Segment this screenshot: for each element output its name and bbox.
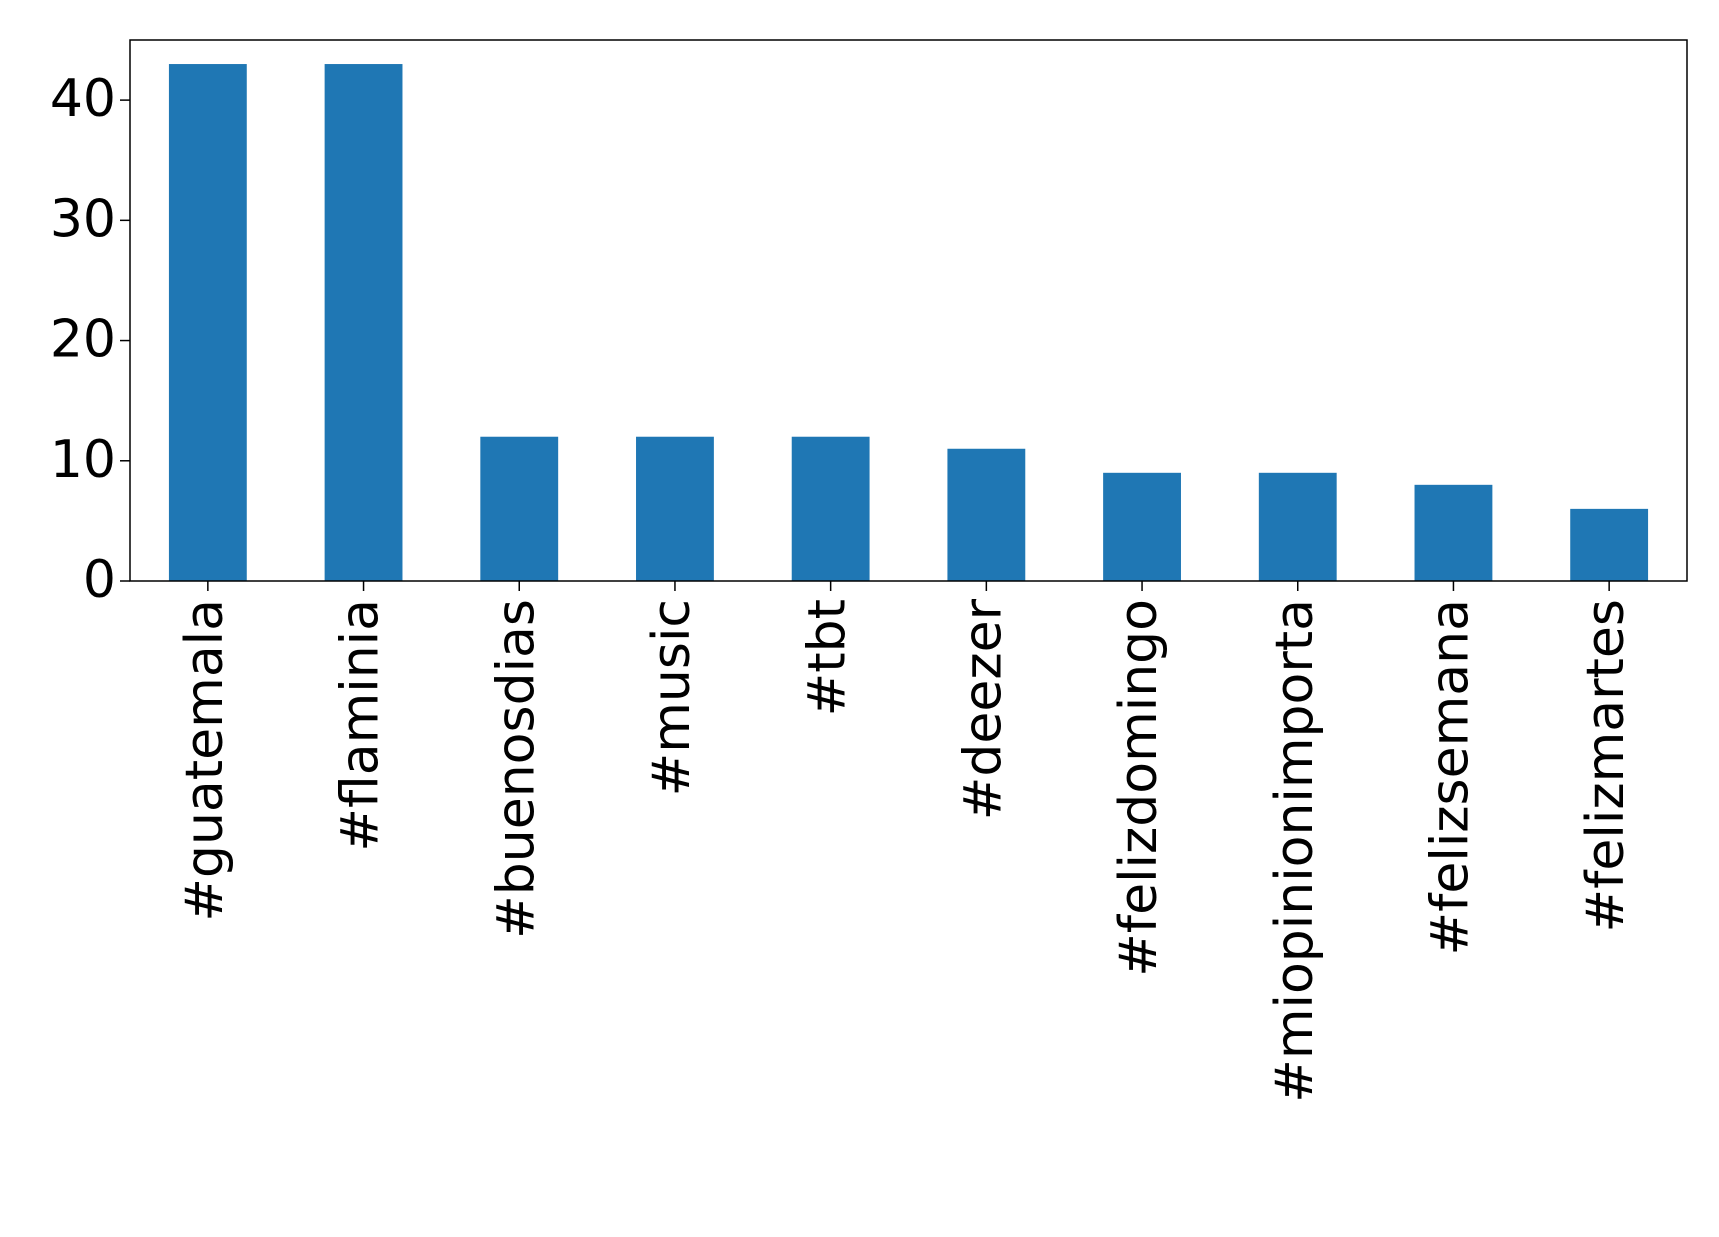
- bar: [480, 436, 559, 581]
- plot-frame: [129, 39, 1688, 582]
- bar: [1103, 472, 1181, 581]
- x-tick-label: #buenosdias: [486, 599, 546, 939]
- bar: [168, 64, 247, 582]
- x-tick-label: #felizsemana: [1420, 599, 1480, 955]
- y-tick-label: 30: [50, 189, 116, 249]
- x-tick-label: #guatemala: [175, 599, 235, 922]
- bar: [636, 436, 714, 581]
- x-tick-label: #flaminia: [331, 599, 391, 852]
- bar: [1570, 508, 1649, 581]
- x-tick-label: #miopinionimporta: [1265, 599, 1325, 1103]
- bar: [324, 64, 403, 582]
- y-tick-label: 20: [50, 310, 116, 370]
- x-tick-label: #felizdomingo: [1109, 599, 1169, 977]
- y-tick-label: 0: [83, 550, 116, 610]
- bar: [947, 448, 1026, 581]
- y-tick-label: 40: [50, 69, 116, 129]
- bar: [791, 436, 870, 581]
- x-tick-label: #music: [642, 599, 702, 796]
- bar: [1258, 472, 1337, 581]
- x-tick-label: #deezer: [953, 598, 1013, 820]
- x-tick-label: #felizmartes: [1576, 599, 1636, 932]
- bar: [1414, 484, 1493, 581]
- x-tick-label: #tbt: [798, 599, 858, 716]
- y-tick-label: 10: [50, 430, 116, 490]
